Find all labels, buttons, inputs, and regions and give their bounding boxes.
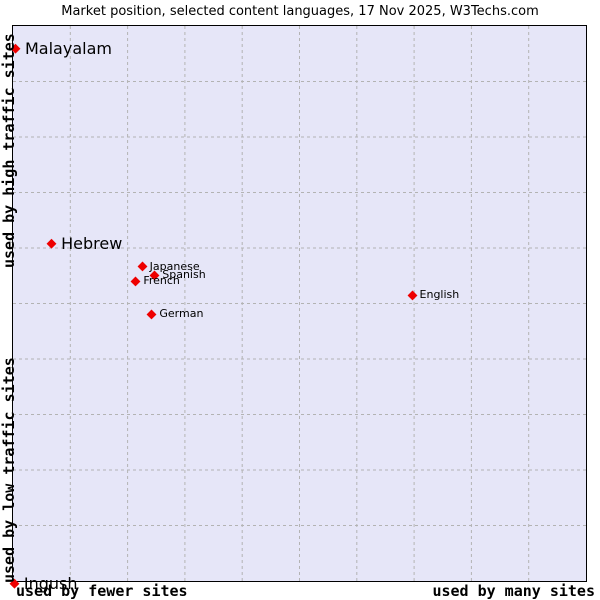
data-point-label: French xyxy=(143,274,180,288)
data-point-french: French xyxy=(130,274,180,288)
data-point-label: English xyxy=(419,288,460,302)
data-point-english: English xyxy=(407,288,460,302)
x-axis-label-fewer-sites: used by fewer sites xyxy=(16,582,188,600)
scatter-plot-area: Malayalam Hebrew Japanese Spanish French Germ… xyxy=(9,25,587,592)
data-point-german: German xyxy=(146,306,204,320)
chart-title: Market position, selected content langua… xyxy=(61,4,539,19)
data-point-label: German xyxy=(159,306,204,320)
data-point-malayalam: Malayalam xyxy=(10,38,112,58)
data-point-label: Hebrew xyxy=(61,234,123,254)
data-point-label: Malayalam xyxy=(25,38,112,58)
diamond-marker-icon xyxy=(137,261,148,272)
data-point-label: Spanish xyxy=(162,268,206,282)
data-point-spanish: Spanish xyxy=(149,268,206,282)
plot-gridlines xyxy=(13,26,586,581)
diamond-marker-icon xyxy=(146,309,157,319)
data-point-label: Ingush xyxy=(23,573,78,593)
data-point-ingush: Ingush xyxy=(9,573,78,593)
y-axis-label-low-traffic: used by low traffic sites xyxy=(0,357,18,583)
data-point-japanese: Japanese xyxy=(137,259,200,273)
diamond-marker-icon xyxy=(46,239,57,250)
data-point-label: Japanese xyxy=(149,259,200,273)
diamond-marker-icon xyxy=(130,276,141,287)
diamond-marker-icon xyxy=(407,290,417,301)
data-point-hebrew: Hebrew xyxy=(46,234,123,254)
data-points-layer: Malayalam Hebrew Japanese Spanish French Germ… xyxy=(9,26,586,592)
y-axis-label-high-traffic: used by high traffic sites xyxy=(0,33,18,268)
x-axis-label-many-sites: used by many sites xyxy=(432,582,595,600)
